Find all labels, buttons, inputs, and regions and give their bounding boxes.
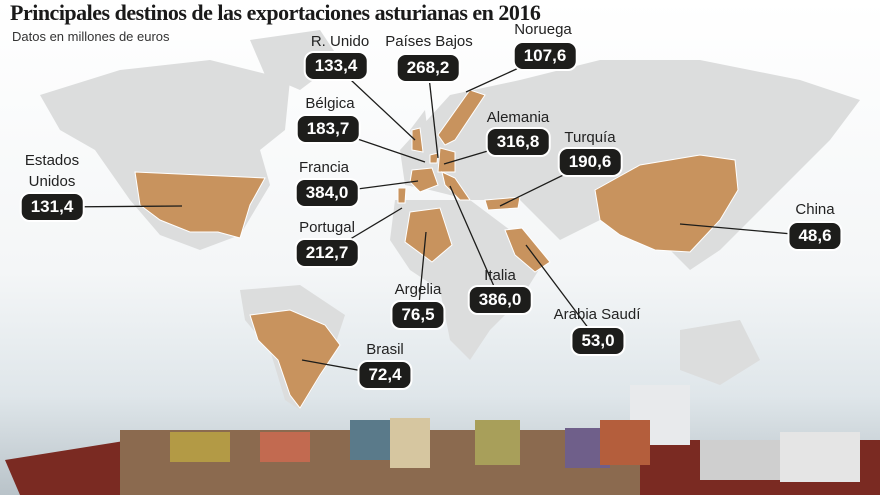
country-name: Brasil (366, 341, 404, 358)
country-name: Francia (298, 159, 350, 176)
export-value: 190,6 (557, 147, 623, 177)
export-value: 183,7 (295, 114, 361, 144)
algeria (404, 207, 453, 263)
norway (437, 89, 486, 146)
country-name: Bélgica (305, 95, 355, 112)
country-name: R. Unido (310, 33, 370, 50)
leader-line (427, 67, 439, 159)
title: Principales destinos de las exportacione… (10, 0, 541, 25)
usa (134, 171, 266, 239)
benelux (429, 152, 439, 164)
country-name: China (795, 201, 835, 218)
export-value: 133,4 (303, 51, 369, 81)
country-name: Turquía (564, 129, 616, 146)
country-name: Noruega (514, 21, 572, 38)
export-value: 107,6 (512, 41, 578, 71)
export-value: 386,0 (467, 285, 533, 315)
country-name: Portugal (299, 219, 355, 236)
portugal (397, 187, 407, 204)
italy (441, 171, 471, 201)
export-value: 316,8 (485, 127, 551, 157)
country-name: Arabia Saudí (553, 306, 641, 323)
leader-line (449, 185, 501, 301)
export-value: 268,2 (395, 53, 461, 83)
country-name: Países Bajos (385, 33, 473, 50)
export-value: 212,7 (294, 238, 360, 268)
country-name: Alemania (486, 109, 550, 126)
uk (411, 127, 424, 153)
export-value: 48,6 (787, 221, 843, 251)
brazil (249, 309, 341, 409)
country-name: Italia (484, 267, 516, 284)
france (409, 167, 439, 193)
export-value: 131,4 (19, 192, 85, 222)
highlighted-countries (134, 89, 739, 409)
country-name: Estados Unidos (24, 152, 80, 190)
china (594, 154, 739, 253)
export-value: 76,5 (390, 300, 446, 330)
germany (437, 147, 456, 173)
subtitle: Datos en millones de euros (12, 29, 170, 44)
ship (5, 385, 880, 495)
export-value: 53,0 (570, 326, 626, 356)
export-value: 384,0 (294, 178, 360, 208)
leader-line (525, 244, 599, 342)
country-name: Argelia (394, 281, 442, 298)
export-value: 72,4 (357, 360, 413, 390)
